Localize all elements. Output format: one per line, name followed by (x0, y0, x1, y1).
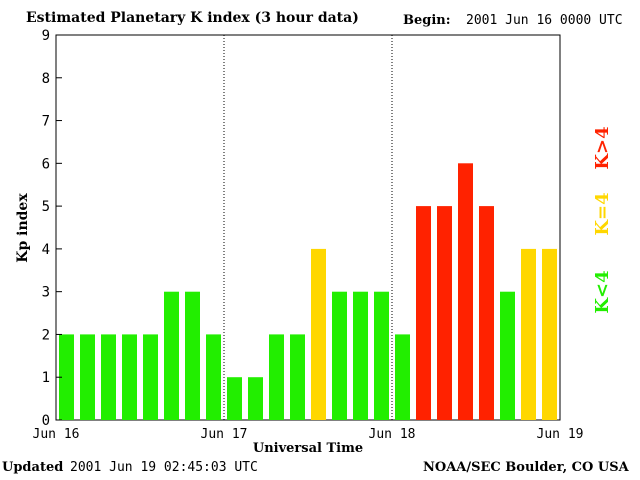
y-tick-label: 1 (42, 370, 50, 386)
kp-bar (185, 291, 200, 420)
begin-label: Begin: (403, 13, 451, 28)
kp-bar (311, 248, 326, 420)
kp-bar (479, 206, 494, 420)
y-tick-label: 5 (42, 199, 50, 215)
kp-bar (290, 334, 305, 420)
legend-mid: K=4 (592, 192, 613, 235)
y-tick-label: 2 (42, 327, 50, 343)
kp-bar (395, 334, 410, 420)
kp-bar (227, 377, 242, 420)
credit-text: NOAA/SEC Boulder, CO USA (423, 460, 629, 475)
y-tick-label: 9 (42, 28, 50, 44)
plot-frame (55, 34, 561, 421)
kp-bar (101, 334, 116, 420)
kp-bar (59, 334, 74, 420)
kp-bar (80, 334, 95, 420)
begin-value: 2001 Jun 16 0000 UTC (466, 13, 623, 28)
kp-bar (500, 291, 515, 420)
kp-bar (437, 206, 452, 420)
x-axis-label: Universal Time (253, 441, 363, 456)
kp-bar (521, 248, 536, 420)
x-tick-label: Jun 18 (369, 427, 416, 442)
y-tick-label: 4 (42, 242, 50, 258)
kp-bar (332, 291, 347, 420)
kp-bar (122, 334, 137, 420)
kp-bar (206, 334, 221, 420)
y-tick-label: 8 (42, 71, 50, 87)
updated-label: Updated (2, 460, 64, 475)
x-tick-label: Jun 19 (537, 427, 584, 442)
updated-value: 2001 Jun 19 02:45:03 UTC (70, 460, 258, 475)
y-tick-label: 6 (42, 156, 50, 172)
kp-bar (458, 163, 473, 421)
kp-bar (269, 334, 284, 420)
y-tick-label: 3 (42, 285, 50, 301)
y-axis-label: Kp index (15, 193, 31, 263)
kp-bar (143, 334, 158, 420)
kp-bar (374, 291, 389, 420)
kp-bar (248, 377, 263, 420)
x-tick-label: Jun 17 (201, 427, 248, 442)
x-tick-label: Jun 16 (33, 427, 80, 442)
y-tick-label: 7 (42, 114, 50, 130)
kp-bar (416, 206, 431, 420)
kp-bar (353, 291, 368, 420)
legend-low: K<4 (592, 270, 613, 313)
kp-bar (164, 291, 179, 420)
chart-title: Estimated Planetary K index (3 hour data… (26, 10, 359, 26)
y-tick-label: 0 (42, 413, 50, 429)
legend-high: K>4 (592, 126, 613, 169)
kp-bar (542, 248, 557, 420)
